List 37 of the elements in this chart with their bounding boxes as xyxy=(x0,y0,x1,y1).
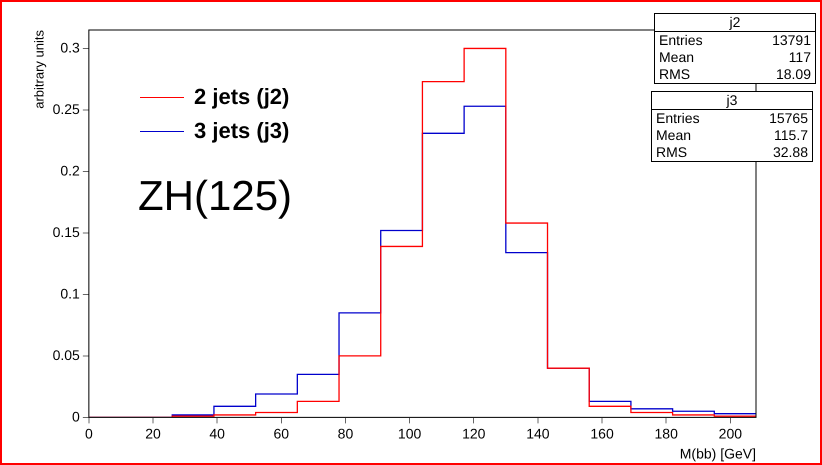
annotation: Entries xyxy=(659,32,703,49)
annotation: Mean xyxy=(656,127,692,144)
x-axis-title: M(bb) [GeV] xyxy=(680,445,756,462)
annotation: RMS xyxy=(659,66,690,83)
x-tick-label: 140 xyxy=(526,426,550,442)
legend-label: 2 jets (j2) xyxy=(194,84,290,110)
annotation: Mean xyxy=(659,49,694,66)
y-tick-label: 0.3 xyxy=(60,39,80,56)
x-tick-label: 120 xyxy=(462,426,486,442)
annotation: ZH(125) xyxy=(138,172,292,220)
y-tick-label: 0.25 xyxy=(52,100,80,117)
text: 117 xyxy=(788,49,811,66)
annotation: j3 xyxy=(652,92,812,110)
y-tick-label: 0 xyxy=(72,408,80,424)
x-tick-label: 160 xyxy=(590,426,614,442)
annotation: RMS xyxy=(656,144,688,161)
text: 32.88 xyxy=(772,144,808,161)
legend-label: 3 jets (j3) xyxy=(194,118,290,144)
x-tick-label: 200 xyxy=(718,426,742,442)
text: 13791 xyxy=(772,32,811,49)
y-axis-title: arbitrary units xyxy=(31,30,46,109)
text: 15765 xyxy=(769,110,808,127)
y-tick-label: 0.2 xyxy=(60,162,80,178)
text: 115.7 xyxy=(774,127,808,144)
x-tick-label: 80 xyxy=(338,426,354,442)
text: 18.09 xyxy=(776,66,811,83)
annotation: Entries xyxy=(656,110,700,127)
y-tick-label: 0.05 xyxy=(52,346,80,363)
y-tick-label: 0.15 xyxy=(52,224,80,240)
x-tick-label: 60 xyxy=(274,426,290,442)
x-tick-label: 20 xyxy=(145,426,161,442)
x-tick-label: 180 xyxy=(654,426,678,442)
x-tick-label: 40 xyxy=(209,426,226,442)
y-tick-label: 0.1 xyxy=(60,285,80,302)
text: j2 xyxy=(655,14,815,32)
x-tick-label: 100 xyxy=(398,426,422,442)
x-tick-label: 0 xyxy=(84,426,93,442)
